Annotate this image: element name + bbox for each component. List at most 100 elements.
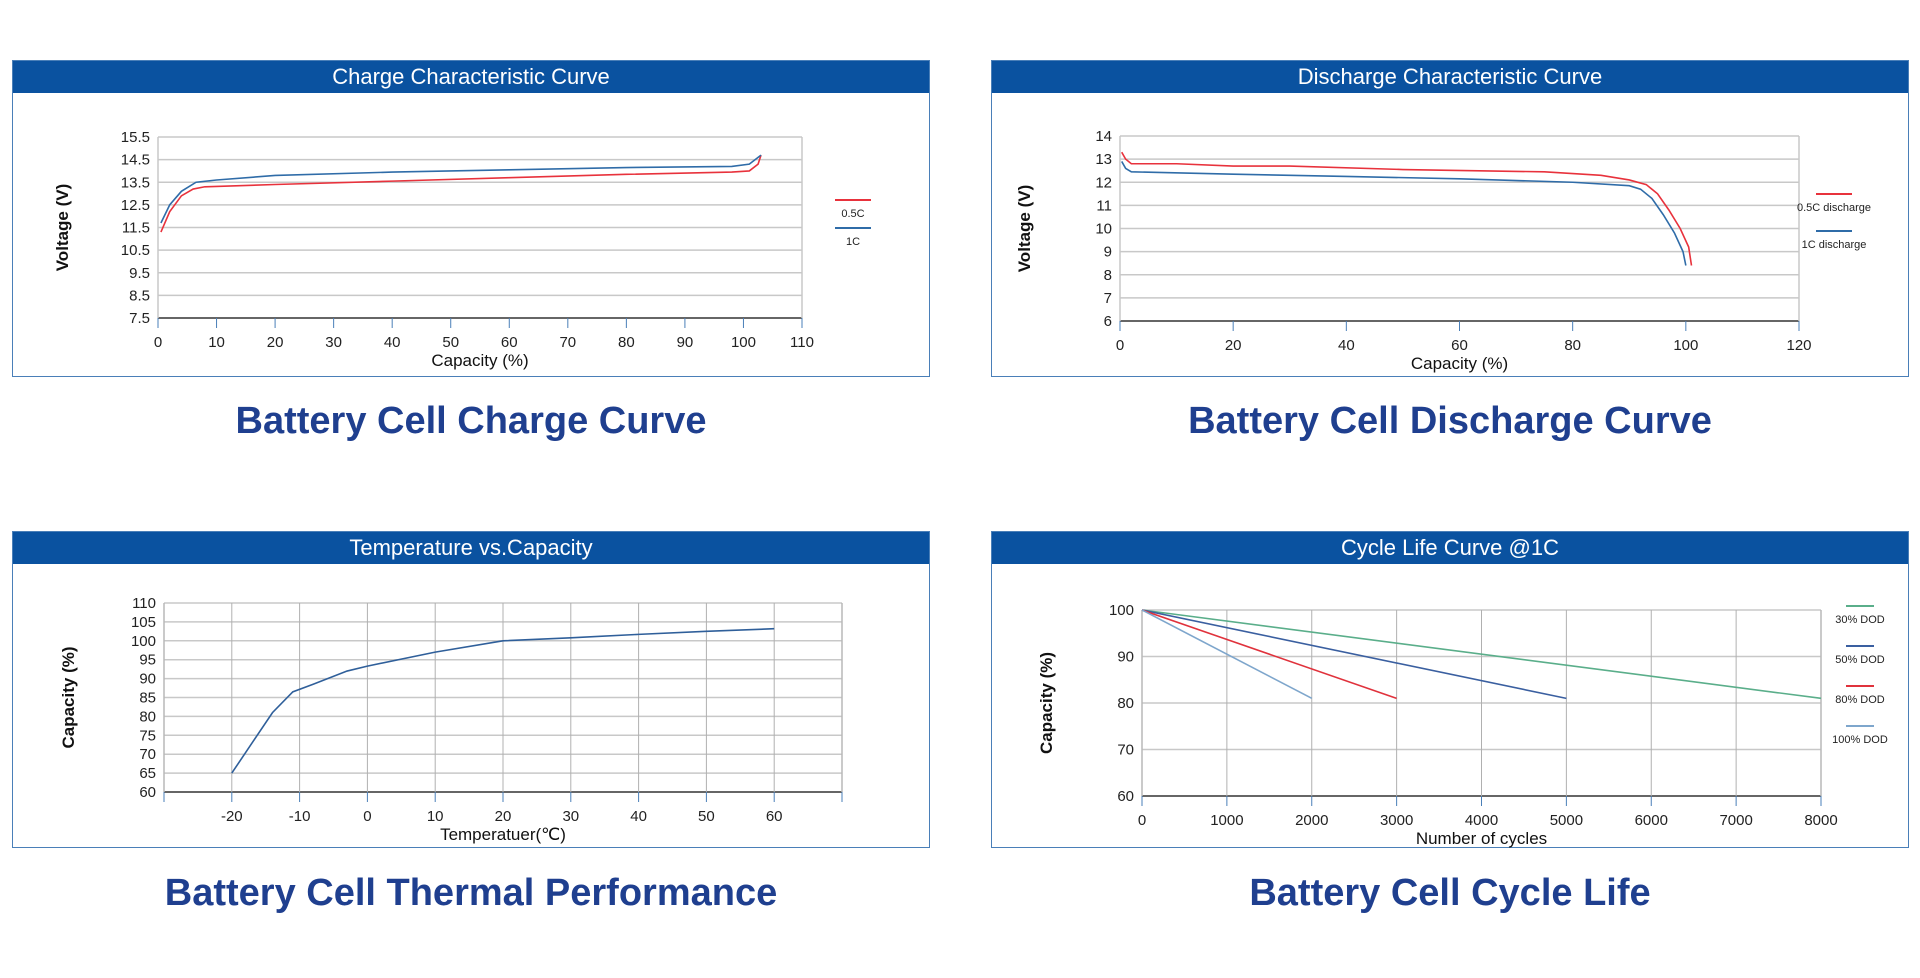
y-tick-label: 8 — [1104, 267, 1112, 284]
series-line — [231, 627, 775, 774]
series-line — [1121, 151, 1693, 266]
x-axis-title: Temperatuer(℃) — [440, 825, 566, 844]
x-tick-label: 40 — [1338, 337, 1355, 354]
y-tick-label: 10.5 — [121, 242, 150, 259]
legend-label: 1C discharge — [1802, 239, 1867, 251]
x-tick-label: 7000 — [1719, 812, 1752, 829]
x-tick-label: 30 — [325, 334, 342, 351]
y-tick-label: 10 — [1095, 221, 1112, 238]
legend-label: 100% DOD — [1832, 734, 1888, 746]
x-tick-label: 10 — [427, 808, 444, 825]
y-tick-label: 7.5 — [129, 310, 150, 327]
series-line — [1141, 609, 1397, 700]
x-tick-label: 110 — [790, 334, 814, 351]
x-tick-label: 40 — [630, 808, 647, 825]
y-tick-label: 105 — [131, 614, 156, 631]
caption-cycle-life: Battery Cell Cycle Life — [1249, 872, 1651, 914]
legend-label: 80% DOD — [1835, 694, 1885, 706]
y-tick-label: 7 — [1104, 290, 1112, 307]
x-tick-label: 100 — [1673, 337, 1698, 354]
x-tick-label: 5000 — [1550, 812, 1583, 829]
x-tick-label: 60 — [501, 334, 518, 351]
y-tick-label: 14 — [1095, 128, 1112, 145]
y-tick-label: 110 — [132, 595, 156, 612]
cycle-life-chart-panel: Cycle Life Curve @1C 60 70 80 90 100 0 1000 200… — [991, 531, 1909, 848]
x-axis-title: Capacity (%) — [431, 351, 528, 370]
y-tick-label: 9 — [1104, 244, 1112, 261]
x-tick-label: 1000 — [1210, 812, 1243, 829]
charge-chart: 7.5 8.5 9.5 10.5 11.5 12.5 13.5 14.5 15.5 0 10 20 30… — [53, 129, 871, 370]
x-tick-label: 80 — [618, 334, 635, 351]
y-tick-label: 9.5 — [129, 265, 150, 282]
x-tick-label: -20 — [221, 808, 243, 825]
y-axis-title: Voltage (V) — [53, 184, 72, 272]
y-tick-label: 100 — [131, 633, 156, 650]
y-tick-label: 90 — [139, 671, 156, 688]
y-tick-label: 80 — [139, 708, 156, 725]
discharge-chart-title: Discharge Characteristic Curve — [992, 61, 1908, 93]
x-tick-label: 30 — [562, 808, 579, 825]
x-tick-label: 120 — [1786, 337, 1811, 354]
caption-discharge: Battery Cell Discharge Curve — [1188, 400, 1712, 442]
y-tick-label: 6 — [1104, 313, 1112, 330]
x-tick-label: -10 — [289, 808, 311, 825]
series-line — [1141, 609, 1567, 700]
y-tick-label: 8.5 — [129, 287, 150, 304]
y-tick-label: 70 — [1117, 742, 1134, 759]
y-tick-label: 90 — [1117, 649, 1134, 666]
y-axis-title: Voltage (V) — [1015, 185, 1034, 273]
y-tick-label: 14.5 — [121, 152, 150, 169]
y-tick-label: 12 — [1095, 174, 1112, 191]
temperature-chart-title: Temperature vs.Capacity — [13, 532, 929, 564]
series-line — [160, 154, 762, 233]
x-tick-label: 60 — [1451, 337, 1468, 354]
legend-label: 1C — [846, 236, 860, 248]
x-tick-label: 20 — [495, 808, 512, 825]
y-axis-title: Capacity (%) — [1037, 652, 1056, 754]
x-tick-label: 0 — [363, 808, 371, 825]
x-tick-label: 20 — [267, 334, 284, 351]
y-tick-label: 13.5 — [121, 174, 150, 191]
x-tick-label: 8000 — [1804, 812, 1837, 829]
y-tick-label: 12.5 — [121, 197, 150, 214]
series-line — [1121, 161, 1687, 266]
y-tick-label: 70 — [139, 746, 156, 763]
charge-chart-title: Charge Characteristic Curve — [13, 61, 929, 93]
cycle-life-chart-title: Cycle Life Curve @1C — [992, 532, 1908, 564]
x-tick-label: 50 — [698, 808, 715, 825]
y-tick-label: 15.5 — [121, 129, 150, 146]
x-tick-label: 70 — [559, 334, 576, 351]
y-tick-label: 11 — [1096, 197, 1112, 214]
y-tick-label: 60 — [1117, 788, 1134, 805]
x-axis-title: Capacity (%) — [1411, 354, 1508, 373]
legend-label: 50% DOD — [1835, 654, 1885, 666]
x-tick-label: 10 — [208, 334, 225, 351]
y-tick-label: 13 — [1095, 151, 1112, 168]
x-tick-label: 0 — [1116, 337, 1124, 354]
y-tick-label: 95 — [139, 652, 156, 669]
x-tick-label: 6000 — [1635, 812, 1668, 829]
y-tick-label: 60 — [139, 784, 156, 801]
x-tick-label: 60 — [766, 808, 783, 825]
y-tick-label: 100 — [1109, 602, 1134, 619]
x-tick-label: 50 — [442, 334, 459, 351]
y-tick-label: 85 — [139, 690, 156, 707]
y-tick-label: 65 — [139, 765, 156, 782]
discharge-chart: 6 7 8 9 10 11 12 13 14 0 20 40 60 80 100 120 Capacity (%… — [1015, 128, 1871, 373]
x-tick-label: 20 — [1225, 337, 1242, 354]
x-axis-title: Number of cycles — [1416, 829, 1547, 848]
caption-charge: Battery Cell Charge Curve — [235, 400, 707, 442]
x-tick-label: 100 — [731, 334, 756, 351]
legend-label: 0.5C discharge — [1797, 202, 1871, 214]
charge-chart-panel: Charge Characteristic Curve 7.5 8.5 9.5 10.… — [12, 60, 930, 377]
series-line — [1141, 609, 1313, 700]
caption-thermal: Battery Cell Thermal Performance — [164, 872, 778, 914]
x-tick-label: 90 — [677, 334, 694, 351]
y-tick-label: 75 — [139, 727, 156, 744]
temperature-chart-panel: Temperature vs.Capacity 60 65 70 75 80 85 90 95… — [12, 531, 930, 848]
series-line — [1141, 609, 1822, 700]
y-tick-label: 11.5 — [122, 220, 150, 237]
x-tick-label: 80 — [1564, 337, 1581, 354]
x-tick-label: 2000 — [1295, 812, 1328, 829]
